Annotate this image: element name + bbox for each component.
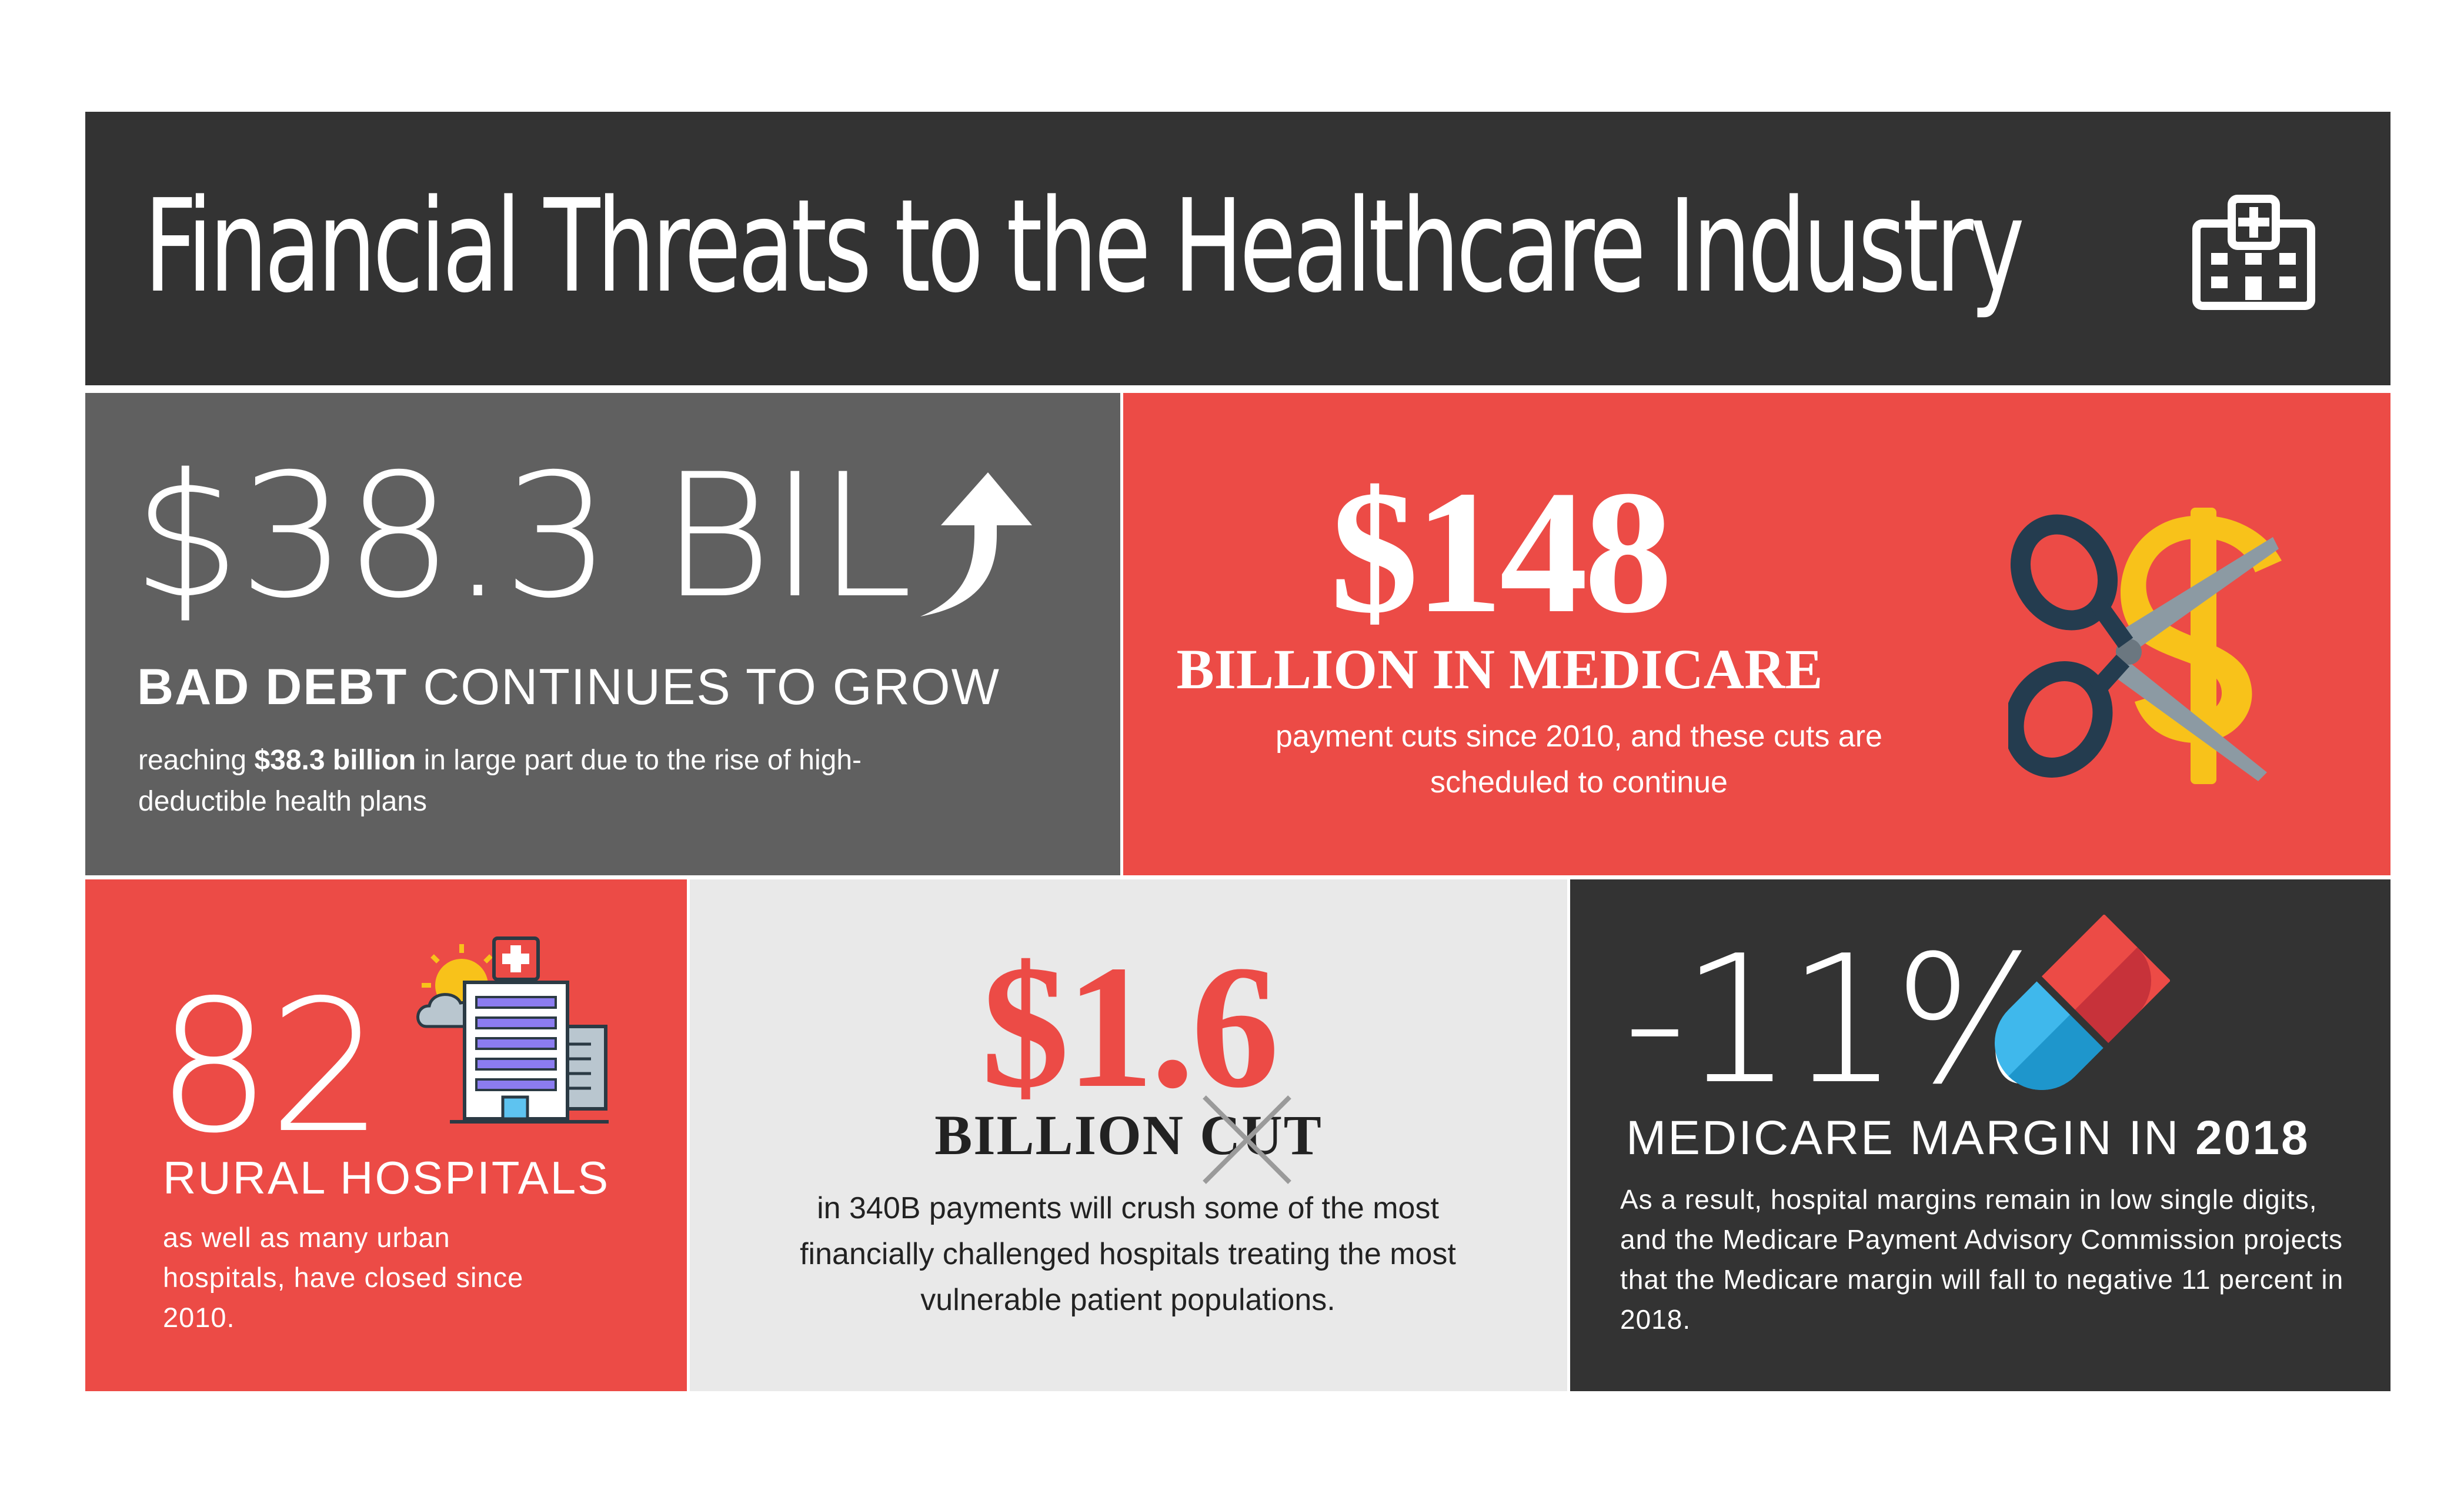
hospital-with-sun-icon (415, 932, 615, 1126)
bad-debt-text-bold: $38.3 billion (254, 745, 416, 776)
payments-340b-description: in 340B payments will crush some of the … (800, 1191, 1456, 1317)
hospital-building-icon (2191, 194, 2317, 312)
pill-capsule-icon (1976, 915, 2170, 1109)
medicare-cuts-description: payment cuts since 2010, and these cuts … (1276, 719, 1882, 799)
payments-340b-value: $1.6 (981, 929, 1280, 1124)
bad-debt-value: $38.3 BIL (132, 438, 913, 636)
bad-debt-card: $38.3 BIL BAD DEBT CONTINUES TO GROW rea… (85, 393, 1120, 875)
medicare-margin-heading-rest: MEDICARE MARGIN IN (1626, 1111, 2196, 1165)
strike-cross-icon (1198, 1091, 1296, 1188)
medicare-margin-heading: MEDICARE MARGIN IN 2018 (1626, 1109, 2310, 1168)
bad-debt-text-after: in large part due to the rise of high-de… (138, 745, 862, 817)
medicare-margin-value: -11% (1623, 918, 2061, 1123)
trend-up-arrow-icon (909, 469, 1044, 622)
medicare-cuts-card: $148 BILLION IN MEDICARE payment cuts si… (1123, 393, 2390, 875)
medicare-cuts-heading: BILLION IN MEDICARE (1176, 638, 1823, 701)
medicare-cuts-value: $148 (1330, 454, 1672, 649)
bad-debt-description: reaching $38.3 billion in large part due… (138, 740, 973, 822)
page-title: Financial Threats to the Healthcare Indu… (144, 172, 2025, 321)
rural-hospitals-description: as well as many urban hospitals, have cl… (163, 1222, 524, 1333)
payments-340b-card: $1.6 BILLION CUT in 340B payments will c… (690, 879, 1567, 1391)
bad-debt-text-before: reaching (138, 745, 255, 776)
rural-hospitals-heading: RURAL HOSPITALS (163, 1152, 610, 1204)
scissors-cutting-dollar-icon (2008, 508, 2285, 784)
header-banner: Financial Threats to the Healthcare Indu… (85, 112, 2390, 385)
bad-debt-heading-rest: CONTINUES TO GROW (408, 659, 1000, 715)
medicare-margin-description: As a result, hospital margins remain in … (1620, 1184, 2344, 1335)
bad-debt-heading-bold: BAD DEBT (137, 659, 408, 715)
rural-hospitals-card: 82 (85, 879, 687, 1391)
medicare-margin-card: -11% MEDICARE MARGIN IN 2018 As a result… (1570, 879, 2390, 1391)
bad-debt-heading: BAD DEBT CONTINUES TO GROW (137, 658, 1000, 716)
medicare-margin-heading-bold: 2018 (2195, 1111, 2310, 1165)
payments-340b-heading: BILLION CUT (934, 1104, 1323, 1166)
rural-hospitals-value: 82 (156, 961, 384, 1174)
